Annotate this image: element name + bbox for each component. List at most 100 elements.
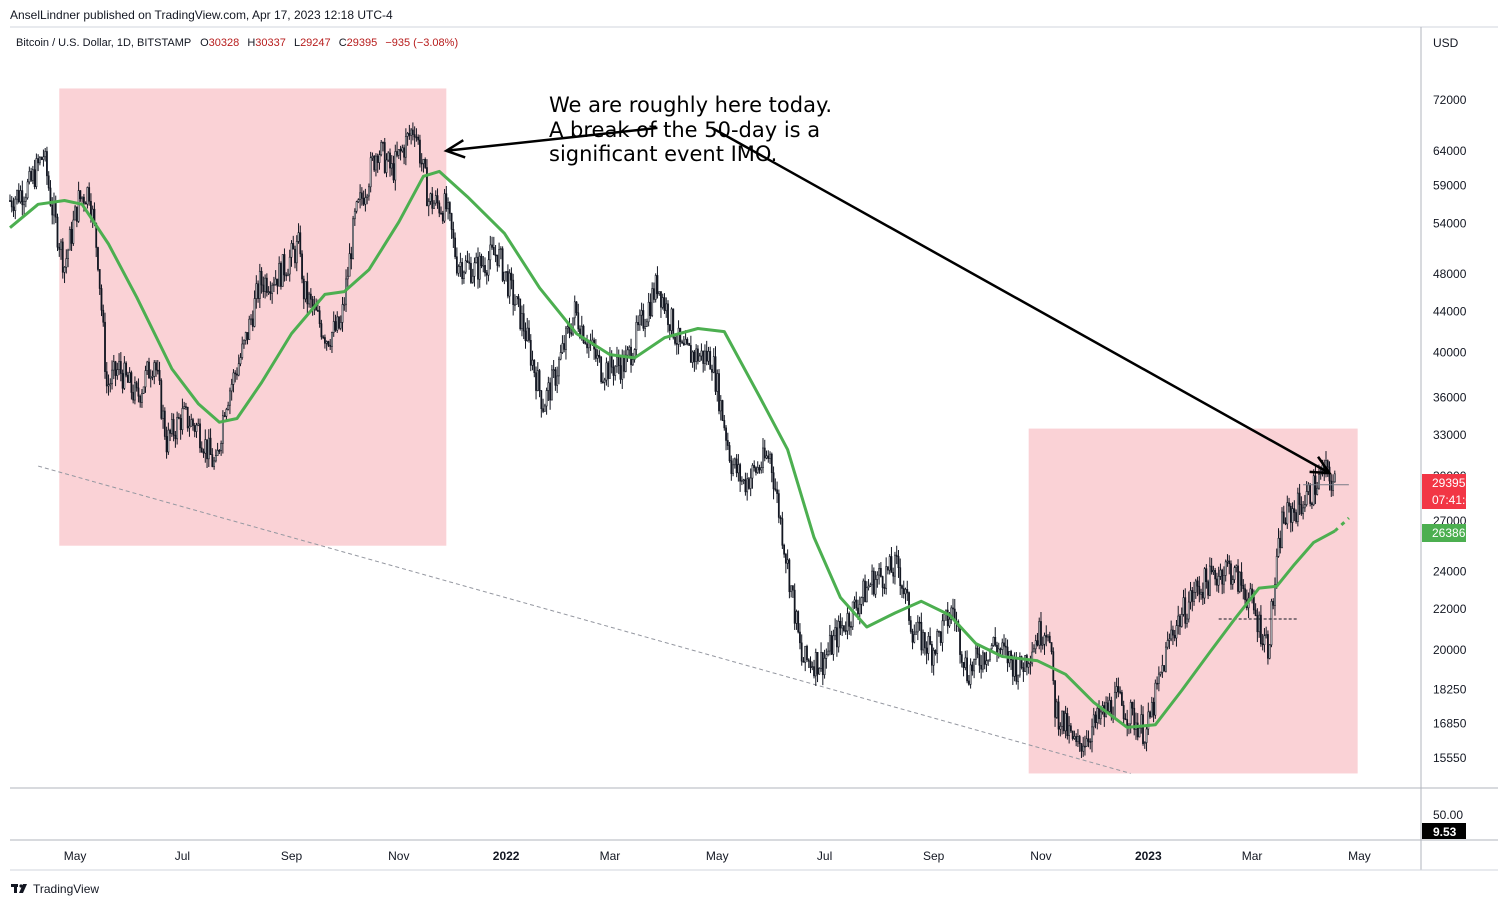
candle-body (542, 408, 544, 412)
candle-body (82, 196, 85, 204)
candle-body (132, 392, 135, 401)
candle-body (413, 134, 416, 138)
candle-body (158, 370, 161, 381)
candle-body (91, 208, 94, 219)
candle-body (739, 464, 742, 482)
candle-body (556, 375, 559, 386)
candle-body (619, 365, 622, 380)
candle-body (1089, 741, 1092, 743)
candle-body (373, 155, 376, 171)
candle-body (964, 657, 967, 668)
candle-body (976, 647, 979, 655)
candle-body (1226, 560, 1229, 563)
candle-body (30, 171, 33, 181)
candle-body (302, 278, 305, 300)
candle-body (183, 406, 186, 409)
candle-body (1258, 614, 1261, 633)
candle-body (545, 390, 548, 407)
candle-body (1091, 726, 1093, 743)
candle-body (795, 611, 798, 624)
candle-body (378, 154, 381, 163)
candle-body (916, 621, 919, 633)
candle-body (220, 443, 223, 451)
time-tick-label: Nov (1030, 849, 1051, 863)
candle-body (1054, 680, 1056, 718)
candle-body (521, 313, 523, 330)
candle-body (58, 246, 61, 250)
candle-body (506, 271, 509, 297)
candle-body (987, 659, 990, 662)
candle-body (499, 248, 502, 250)
candle-body (419, 139, 421, 164)
candle-body (292, 243, 295, 250)
candle-body (390, 163, 393, 169)
candle-body (777, 493, 780, 518)
candle-body (368, 186, 370, 197)
candle-body (125, 362, 128, 376)
candle-body (394, 151, 397, 181)
candle-body (1166, 640, 1169, 648)
candle-body (844, 630, 847, 632)
candle-body (732, 464, 734, 474)
candle-body (165, 436, 168, 453)
candle-body (586, 343, 588, 349)
candle-body (230, 384, 233, 392)
price-tick-label: 16850 (1433, 717, 1467, 731)
candle-body (1307, 484, 1310, 492)
candle-body (401, 147, 404, 152)
candle-body (514, 303, 516, 306)
candle-body (170, 419, 173, 434)
candle-body (265, 277, 268, 293)
close-value: 29395 (347, 37, 378, 49)
candle-body (1006, 646, 1009, 664)
candle-body (37, 158, 40, 164)
candle-body (894, 554, 896, 577)
candle-body (1282, 511, 1285, 524)
ma-50-line (9, 169, 1336, 729)
candle-body (755, 467, 757, 473)
candle-body (433, 202, 435, 209)
candle-body (309, 293, 312, 300)
candle-body (871, 570, 873, 586)
candle-body (559, 352, 562, 360)
candle-body (660, 291, 662, 308)
candle-body (366, 195, 369, 198)
candle-body (1235, 565, 1238, 568)
candle-body (1221, 569, 1224, 585)
candle-body (12, 206, 15, 211)
candle-body (543, 405, 546, 412)
candle-body (508, 272, 511, 297)
candle-body (1265, 634, 1268, 636)
candle-body (278, 263, 281, 287)
candle-body (1230, 563, 1232, 585)
candle-body (1020, 656, 1023, 669)
candle-body (927, 636, 930, 654)
candle-body (264, 277, 267, 292)
candle-body (338, 316, 340, 329)
candle-body (77, 190, 80, 222)
candle-body (561, 343, 564, 353)
time-tick-label: Mar (1242, 849, 1263, 863)
candle-body (994, 637, 997, 646)
candle-body (596, 354, 599, 359)
candle-body (241, 343, 244, 358)
candle-body (681, 341, 683, 344)
candle-body (274, 278, 277, 285)
candle-body (1099, 711, 1102, 720)
candle-body (1075, 736, 1078, 743)
candle-body (637, 322, 639, 326)
candle-body (809, 660, 812, 668)
candle-body (1254, 609, 1257, 617)
candle-body (1196, 580, 1199, 587)
candle-body (885, 566, 888, 589)
candle-body (287, 273, 289, 277)
candle-body (762, 447, 764, 468)
candle-body (800, 642, 803, 662)
candle-body (65, 258, 68, 268)
candle-body (714, 356, 717, 392)
candle-body (276, 278, 279, 287)
candle-body (68, 229, 71, 251)
candle-body (1124, 718, 1127, 721)
candle-body (1219, 569, 1222, 577)
candle-body (570, 332, 573, 335)
